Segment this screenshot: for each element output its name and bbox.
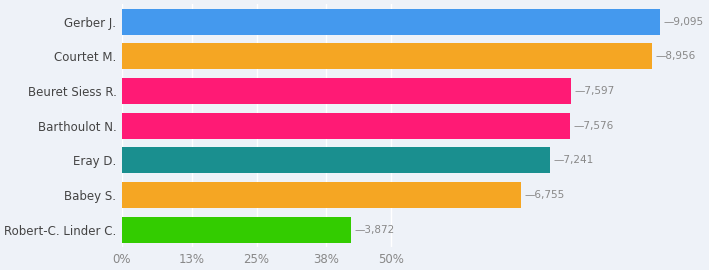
Text: —6,755: —6,755	[525, 190, 565, 200]
Bar	[122, 113, 570, 139]
Text: —7,576: —7,576	[574, 121, 614, 131]
Text: —7,241: —7,241	[554, 156, 594, 166]
Text: —8,956: —8,956	[655, 51, 696, 61]
Text: —7,597: —7,597	[575, 86, 615, 96]
Bar	[122, 217, 351, 243]
Bar	[122, 78, 571, 104]
Bar	[122, 147, 550, 174]
Text: —3,872: —3,872	[354, 225, 395, 235]
Bar	[122, 9, 660, 35]
Bar	[122, 43, 652, 69]
Text: —9,095: —9,095	[664, 16, 703, 26]
Bar	[122, 182, 521, 208]
